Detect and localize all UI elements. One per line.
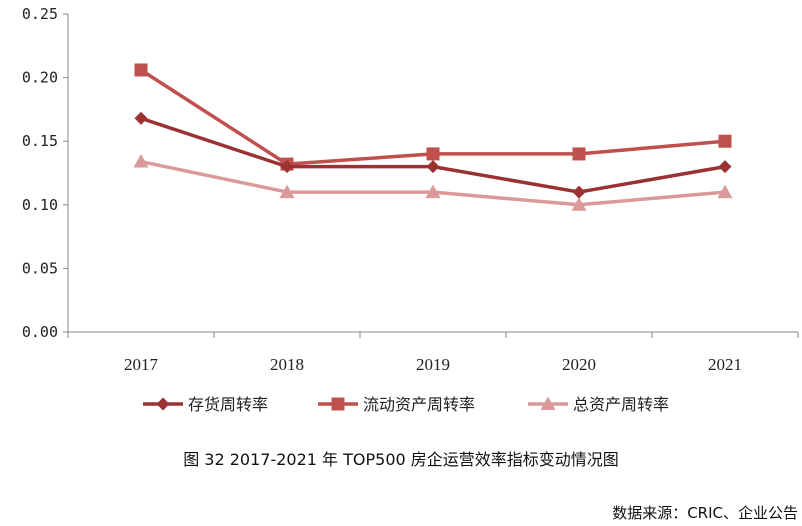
y-tick-label: 0.20 [22, 69, 58, 87]
data-point-marker [426, 147, 440, 161]
x-tick-label: 2019 [416, 355, 450, 374]
data-point-marker [425, 184, 441, 199]
legend-label: 流动资产周转率 [363, 395, 475, 414]
axes: 0.00 0.05 0.10 0.15 0.20 0.25 2017 2018 2019 2020… [22, 5, 799, 374]
series-2 [134, 63, 732, 171]
legend-item-2: 流动资产周转率 [318, 395, 475, 414]
data-point-marker [571, 197, 587, 211]
y-tick-label: 0.25 [22, 5, 58, 23]
legend-item-1: 存货周转率 [143, 395, 268, 414]
line-chart: 0.00 0.05 0.10 0.15 0.20 0.25 2017 2018 2019 2020… [22, 5, 799, 414]
y-tick-label: 0.15 [22, 132, 58, 150]
data-point-marker [134, 63, 148, 77]
data-point-marker [133, 154, 149, 168]
y-tick-label: 0.00 [22, 323, 58, 341]
legend-item-3: 总资产周转率 [528, 395, 669, 414]
figure-caption: 图 32 2017-2021 年 TOP500 房企运营效率指标变动情况图 [183, 450, 619, 469]
data-point-marker [572, 147, 586, 161]
series-1 [134, 111, 732, 199]
x-tick-label: 2017 [124, 355, 159, 374]
data-point-marker [280, 160, 294, 174]
series-layer [133, 63, 733, 211]
legend-label: 存货周转率 [188, 395, 268, 414]
series-3 [133, 154, 733, 211]
legend-marker [156, 397, 170, 411]
y-tick-label: 0.10 [22, 196, 58, 214]
data-point-marker [426, 160, 440, 174]
data-point-marker [718, 160, 732, 174]
x-tick-label: 2018 [270, 355, 304, 374]
data-point-marker [279, 184, 295, 199]
data-point-marker [717, 184, 733, 199]
legend-marker [540, 396, 556, 410]
x-tick-label: 2021 [708, 355, 742, 374]
legend: 存货周转率 流动资产周转率 总资产周转率 [143, 395, 669, 414]
data-point-marker [134, 111, 148, 125]
data-source-note: 数据来源：CRIC、企业公告 [612, 504, 798, 522]
data-point-marker [718, 134, 732, 148]
legend-label: 总资产周转率 [573, 395, 669, 414]
legend-marker [331, 397, 345, 411]
data-point-marker [572, 185, 586, 199]
y-tick-label: 0.05 [22, 259, 58, 277]
x-tick-label: 2020 [562, 355, 596, 374]
